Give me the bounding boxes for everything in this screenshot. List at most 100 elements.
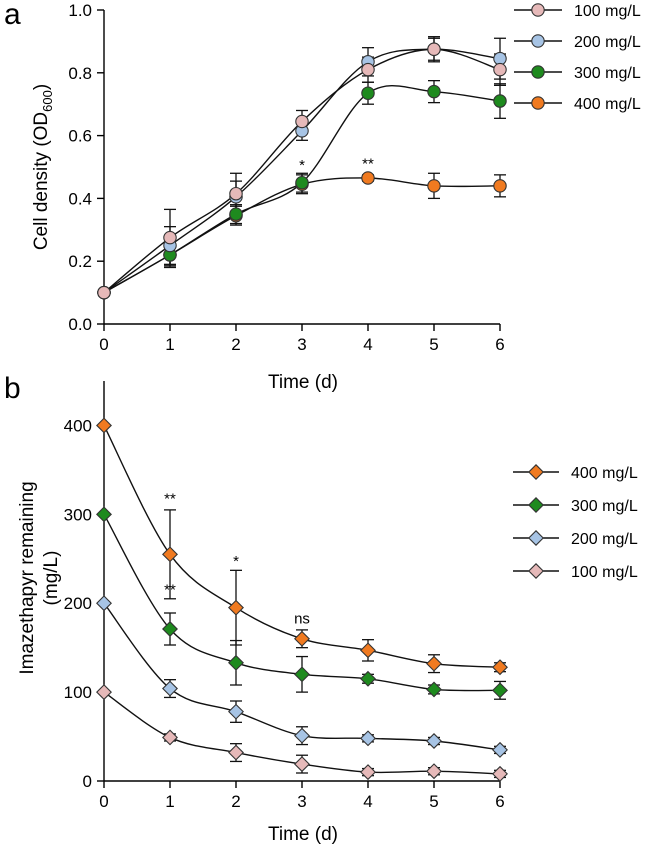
panel-b-x-tick-label: 4 (363, 792, 372, 811)
panel-a-legend-marker (531, 96, 545, 110)
panel-b-significance-label: ns (294, 611, 310, 628)
panel-b-data-point (96, 506, 112, 523)
panel-b-data-point (294, 756, 310, 773)
panel-a-y-axis-title-close: ) (31, 84, 52, 90)
panel-a-significance-label: ** (362, 156, 374, 173)
panel-b-data-point (360, 730, 376, 747)
panel-b-data-point (228, 703, 244, 720)
panel-a-plot: 0.00.20.40.60.81.00 1 2 3 4 5 6* **100 mg/L200 … (68, 1, 640, 354)
panel-a-y-tick-label: 0.2 (68, 252, 92, 271)
panel-b-x-tick-label: 1 (165, 792, 174, 811)
panel-b-y-tick-label: 100 (64, 683, 92, 702)
panel-a-data-point (493, 179, 507, 193)
panel-a-y-axis-title-sub: 600 (40, 90, 55, 112)
panel-b-legend-marker (528, 530, 544, 546)
panel-b-significance-label: ** (164, 581, 176, 598)
panel-a-legend-label: 400 mg/L (574, 96, 641, 113)
panel-a-legend-marker (531, 34, 545, 48)
panel-b-x-tick-label: 6 (495, 792, 504, 811)
panel-b-x-axis-title: Time (d) (268, 824, 338, 845)
panel-b-y-tick-label: 0 (83, 772, 92, 791)
panel-b-data-point (162, 621, 178, 637)
panel-a-x-tick-label: 3 (297, 335, 306, 354)
panel-a-y-tick-label: 0.4 (68, 189, 92, 208)
panel-a-data-point (295, 114, 309, 129)
panel-a-y-tick-label: 0.0 (68, 315, 92, 334)
panel-b-data-point (294, 630, 310, 647)
panel-b-data-point (360, 764, 376, 781)
panel-a-y-axis-title-main: Cell density (OD (31, 112, 52, 250)
panel-a-data-point (229, 186, 243, 201)
panel-a-legend-marker (531, 3, 545, 17)
panel-b-data-point (96, 595, 112, 612)
panel-b-data-point (360, 642, 376, 659)
panel-a-data-point (493, 62, 507, 77)
panel-a-significance-label: * (299, 157, 305, 174)
panel-a-data-point (427, 179, 441, 193)
panel-a-legend-label: 200 mg/L (574, 34, 641, 51)
panel-b-y-tick-label: 400 (64, 416, 92, 435)
panel-b-y-tick-label: 200 (64, 594, 92, 613)
panel-a-data-point (361, 62, 375, 77)
panel-b-data-point (426, 763, 442, 780)
panel-b-data-point (426, 733, 442, 749)
panel-a-data-point (163, 230, 177, 245)
panel-a-x-tick-label: 0 (99, 335, 108, 354)
panel-b-legend-marker (528, 497, 544, 513)
panel-b-y-axis-title-line2: (mg/L) (41, 551, 62, 606)
panel-b-y-axis-title-line1: Imazethapyr remaining (17, 481, 38, 674)
panel-b-data-point (492, 741, 508, 758)
panel-a-y-tick-label: 0.8 (68, 64, 92, 83)
panel-b-x-tick-label: 2 (231, 792, 240, 811)
panel-b-data-point (426, 681, 442, 698)
panel-b-data-point (228, 744, 244, 761)
panel-a-legend-marker (531, 65, 545, 79)
panel-b-data-point (492, 765, 508, 782)
panel-a-x-tick-label: 6 (495, 335, 504, 354)
panel-a-x-tick-label: 4 (363, 335, 372, 354)
panel-b-legend-label: 100 mg/L (571, 564, 638, 581)
panel-b-data-point (96, 417, 112, 434)
panel-a-y-tick-label: 0.6 (68, 127, 92, 146)
panel-b-y-tick-label: 300 (64, 505, 92, 524)
panel-a-x-tick-label: 2 (231, 335, 240, 354)
panel-b-data-point (162, 729, 178, 746)
panel-b-data-point (96, 684, 112, 701)
panel-a-data-point (427, 42, 441, 56)
panel-a-data-point (493, 94, 507, 108)
panel-b-x-tick-label: 3 (297, 792, 306, 811)
panel-b-data-point (228, 654, 244, 671)
panel-a-data-point (229, 207, 243, 221)
panel-a-x-tick-label: 1 (165, 335, 174, 354)
panel-b-x-tick-label: 0 (99, 792, 108, 811)
panel-b-data-point (492, 682, 508, 699)
panel-b-data-point (228, 599, 244, 616)
panel-b-data-point (426, 655, 442, 672)
panel-a-legend-label: 300 mg/L (574, 65, 641, 82)
panel-b-data-point (162, 680, 178, 697)
panel-a-y-tick-label: 1.0 (68, 1, 92, 20)
panel-b-legend-label: 300 mg/L (571, 498, 638, 515)
panel-a-series-line (103, 177, 501, 294)
panel-b-data-point (360, 670, 376, 687)
panel-b-significance-label: * (233, 553, 239, 570)
panel-b-significance-label: ** (164, 491, 176, 508)
panel-a-letter: a (4, 0, 21, 31)
panel-b-x-tick-label: 5 (429, 792, 438, 811)
panel-a-data-point (427, 84, 441, 99)
panel-b-legend-label: 200 mg/L (571, 531, 638, 548)
panel-a-data-point (97, 285, 111, 300)
panel-b-legend-label: 400 mg/L (571, 465, 638, 482)
panel-b-data-point (162, 546, 178, 563)
panel-b-legend-marker (528, 464, 544, 480)
panel-a-x-tick-label: 5 (429, 335, 438, 354)
panel-a-data-point (361, 86, 375, 100)
panel-a-legend-label: 100 mg/L (574, 3, 641, 20)
panel-a-data-point (295, 175, 309, 190)
panel-a-x-axis-title: Time (d) (268, 372, 338, 393)
panel-b-letter: b (4, 372, 21, 405)
panel-b-data-point (294, 666, 310, 683)
panel-a-data-point (361, 171, 375, 185)
